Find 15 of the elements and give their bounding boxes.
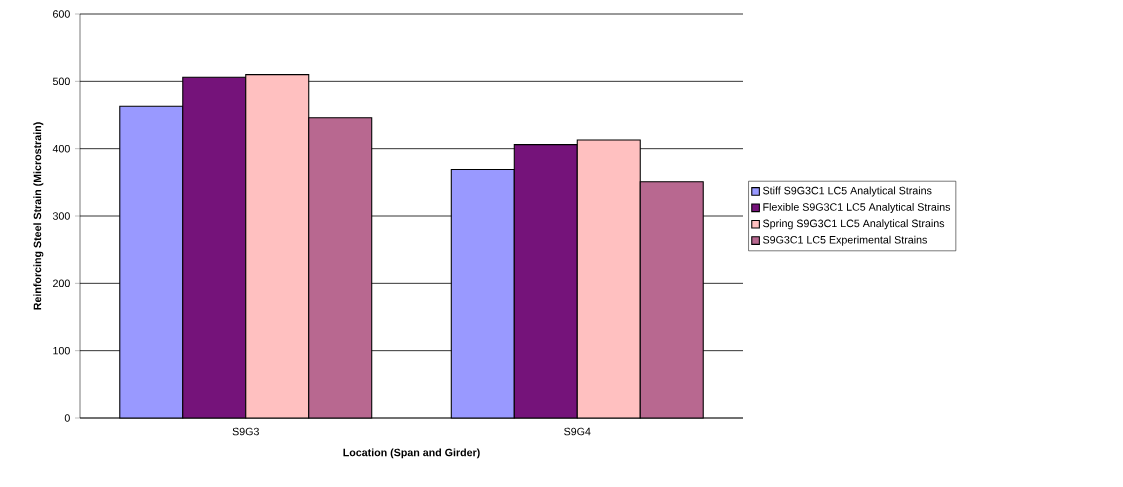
y-tick-label: 200 bbox=[53, 279, 70, 288]
x-axis-title: Location (Span and Girder) bbox=[343, 448, 480, 459]
y-tick-label: 0 bbox=[64, 414, 70, 422]
y-tick-label: 400 bbox=[52, 144, 70, 153]
legend-label: S9G3C1 LC5 Experimental Strains bbox=[763, 235, 927, 246]
legend-label: Flexible S9G3C1 LC5 Analytical Strains bbox=[763, 202, 951, 213]
y-tick-label: 300 bbox=[52, 212, 70, 220]
legend-label: Spring S9G3C1 LC5 Analytical Strains bbox=[763, 219, 945, 230]
x-tick-label: S9G4 bbox=[564, 427, 591, 436]
x-tick-label: S9G3 bbox=[232, 427, 259, 436]
y-axis-title: Reinforcing Steel Strain (Microstrain) bbox=[33, 122, 44, 310]
y-tick-label: 600 bbox=[53, 10, 70, 18]
y-tick-label: 100 bbox=[53, 346, 70, 355]
legend-label: Stiff S9G3C1 LC5 Analytical Strains bbox=[763, 186, 932, 197]
y-tick-label: 500 bbox=[52, 77, 70, 86]
